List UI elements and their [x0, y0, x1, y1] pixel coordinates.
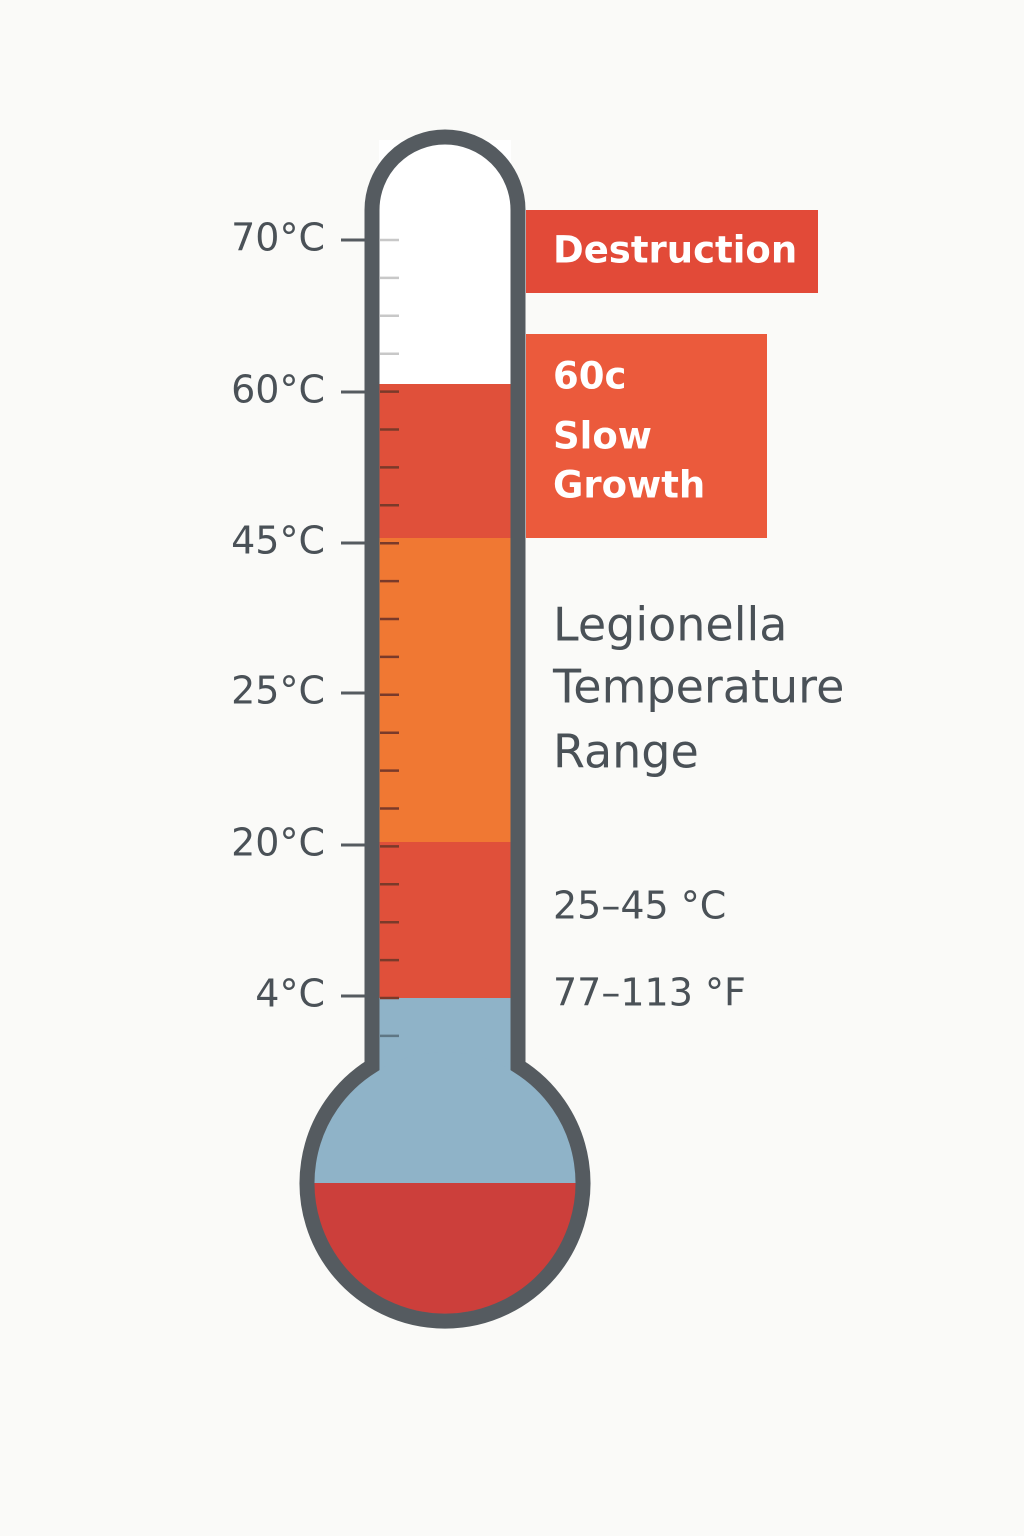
- slow-growth-line: Slow: [553, 415, 652, 458]
- band-growth: [379, 538, 511, 843]
- minor-ticks: [380, 238, 399, 1038]
- range-celsius: 25–45 °C: [553, 884, 726, 928]
- slow-growth-line: Growth: [553, 464, 705, 507]
- thermometer-outline: [299, 129, 591, 1329]
- title-line: Temperature: [552, 660, 844, 714]
- tick-label: 20°C: [231, 821, 325, 865]
- tick-label: 25°C: [231, 669, 325, 713]
- slow-growth-box: [526, 334, 767, 538]
- destruction-box: [526, 210, 818, 293]
- bulb-bottom: [314, 1183, 576, 1314]
- slow-growth-line: 60c: [553, 355, 626, 398]
- band-low: [379, 842, 511, 999]
- scale: 70°C 60°C 45°C 25°C 20°C 4°C: [231, 216, 368, 1016]
- tick-label: 60°C: [231, 368, 325, 412]
- destruction-label: Destruction: [553, 229, 797, 272]
- tick-label: 4°C: [255, 972, 325, 1016]
- title-line: Legionella: [553, 598, 787, 652]
- tick-label: 70°C: [231, 216, 325, 260]
- tick-label: 45°C: [231, 519, 325, 563]
- band-slow-growth: [379, 384, 511, 539]
- range-fahrenheit: 77–113 °F: [553, 971, 746, 1015]
- title-line: Range: [553, 725, 699, 779]
